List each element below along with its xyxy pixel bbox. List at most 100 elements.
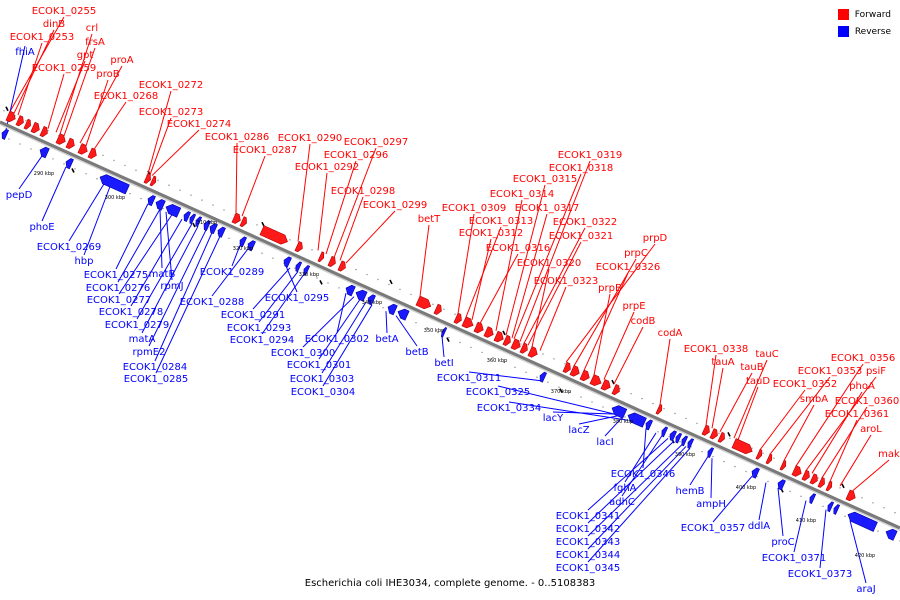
forward-gene[interactable] [731, 438, 753, 455]
reverse-gene[interactable] [675, 432, 683, 444]
gene-label[interactable]: ECOK1_0296 [324, 150, 389, 161]
gene-label[interactable]: ECOK1_0316 [486, 243, 551, 254]
gene-label[interactable]: ECOK1_0356 [831, 353, 896, 364]
gene-label[interactable]: tauB [740, 362, 763, 373]
gene-label[interactable]: hemB [675, 486, 704, 497]
gene-label[interactable]: ECOK1_0320 [517, 258, 582, 269]
gene-label[interactable]: frsA [85, 37, 105, 48]
gene-label[interactable]: adhC [609, 497, 635, 508]
forward-gene[interactable] [527, 346, 538, 358]
gene-label[interactable]: proB [96, 69, 119, 80]
gene-label[interactable]: ECOK1_0334 [477, 403, 542, 414]
reverse-gene[interactable] [1, 129, 10, 140]
reverse-gene[interactable] [147, 195, 156, 207]
reverse-gene[interactable] [751, 467, 760, 479]
forward-gene[interactable] [23, 118, 31, 130]
gene-label[interactable]: ECOK1_0290 [278, 133, 343, 144]
gene-label[interactable]: ECOK1_0289 [200, 267, 265, 278]
gene-label[interactable]: codB [631, 316, 656, 327]
gene-label[interactable]: ECOK1_0313 [469, 216, 534, 227]
gene-label[interactable]: ECOK1_0293 [227, 323, 292, 334]
gene-label[interactable]: ECOK1_0279 [105, 320, 170, 331]
gene-label[interactable]: ECOK1_0253 [10, 32, 75, 43]
forward-gene[interactable] [655, 403, 663, 415]
forward-gene[interactable] [87, 147, 97, 159]
reverse-gene[interactable] [367, 294, 376, 306]
gene-label[interactable]: ECOK1_0273 [139, 107, 204, 118]
reverse-gene[interactable] [239, 236, 248, 248]
reverse-gene[interactable] [687, 438, 695, 449]
gene-label[interactable]: ECOK1_0276 [86, 283, 151, 294]
gene-label[interactable]: lacI [596, 437, 613, 448]
reverse-gene[interactable] [611, 405, 628, 419]
gene-label[interactable]: tauC [755, 349, 778, 360]
forward-gene[interactable] [461, 316, 474, 329]
gene-label[interactable]: ECOK1_0294 [230, 335, 295, 346]
gene-label[interactable]: phoE [29, 222, 54, 233]
gene-label[interactable]: ECOK1_0317 [515, 203, 580, 214]
gene-label[interactable]: smbA [800, 394, 828, 405]
reverse-gene[interactable] [645, 419, 654, 431]
reverse-gene[interactable] [355, 289, 368, 302]
gene-label[interactable]: phoA [849, 381, 875, 392]
gene-label[interactable]: ECOK1_0295 [265, 293, 330, 304]
gene-label[interactable]: tauD [746, 376, 770, 387]
reverse-gene[interactable] [627, 412, 647, 428]
gene-label[interactable]: ampH [696, 499, 726, 510]
reverse-gene[interactable] [847, 511, 878, 532]
gene-label[interactable]: prpD [643, 233, 668, 244]
gene-label[interactable]: ECOK1_0274 [167, 119, 232, 130]
gene-label[interactable]: ECOK1_0277 [87, 295, 152, 306]
gene-label[interactable]: prpE [622, 301, 645, 312]
gene-label[interactable]: ECOK1_0371 [762, 553, 827, 564]
forward-gene[interactable] [755, 448, 763, 460]
forward-gene[interactable] [611, 384, 620, 396]
gene-label[interactable]: ECOK1_0344 [556, 550, 621, 561]
forward-gene[interactable] [294, 241, 303, 253]
gene-label[interactable]: codA [658, 328, 683, 339]
reverse-gene[interactable] [295, 261, 303, 273]
forward-gene[interactable] [510, 338, 521, 350]
gene-label[interactable]: araJ [856, 584, 875, 595]
reverse-gene[interactable] [283, 256, 292, 268]
gene-label[interactable]: betB [405, 347, 428, 358]
forward-gene[interactable] [569, 365, 580, 377]
forward-gene[interactable] [589, 374, 602, 386]
gene-label[interactable]: ECOK1_0286 [205, 132, 270, 143]
gene-label[interactable]: tauA [711, 357, 734, 368]
gene-label[interactable]: ECOK1_0259 [32, 63, 97, 74]
reverse-gene[interactable] [387, 303, 398, 316]
forward-gene[interactable] [149, 175, 157, 187]
forward-gene[interactable] [701, 424, 710, 436]
gene-label[interactable]: prpB [598, 283, 622, 294]
forward-gene[interactable] [825, 480, 833, 492]
reverse-gene[interactable] [809, 493, 817, 504]
gene-label[interactable]: ECOK1_0311 [437, 373, 502, 384]
reverse-gene[interactable] [165, 204, 182, 218]
reverse-gene[interactable] [155, 199, 166, 211]
forward-gene[interactable] [817, 476, 825, 488]
forward-gene[interactable] [502, 334, 511, 346]
gene-label[interactable]: ECOK1_0284 [123, 362, 188, 373]
gene-label[interactable]: fghA [613, 483, 636, 494]
forward-gene[interactable] [453, 312, 462, 324]
gene-label[interactable]: ECOK1_0268 [94, 91, 159, 102]
gene-label[interactable]: ECOK1_0346 [611, 469, 676, 480]
forward-gene[interactable] [239, 216, 247, 228]
forward-gene[interactable] [259, 225, 288, 245]
gene-label[interactable]: crl [86, 23, 98, 34]
reverse-gene[interactable] [303, 265, 311, 276]
gene-label[interactable]: proC [771, 537, 794, 548]
gene-label[interactable]: ECOK1_0343 [556, 537, 621, 548]
forward-gene[interactable] [562, 361, 571, 374]
gene-label[interactable]: ECOK1_0326 [596, 262, 661, 273]
gene-label[interactable]: ddlA [748, 521, 770, 532]
gene-label[interactable]: matB [149, 269, 176, 280]
gene-label[interactable]: mak [878, 449, 900, 460]
gene-label[interactable]: ECOK1_0342 [556, 524, 621, 535]
gene-label[interactable]: ECOK1_0319 [558, 150, 623, 161]
gene-label[interactable]: ECOK1_0357 [681, 523, 746, 534]
reverse-gene[interactable] [440, 327, 448, 338]
gene-label[interactable]: betA [375, 334, 398, 345]
gene-label[interactable]: matA [129, 334, 156, 345]
